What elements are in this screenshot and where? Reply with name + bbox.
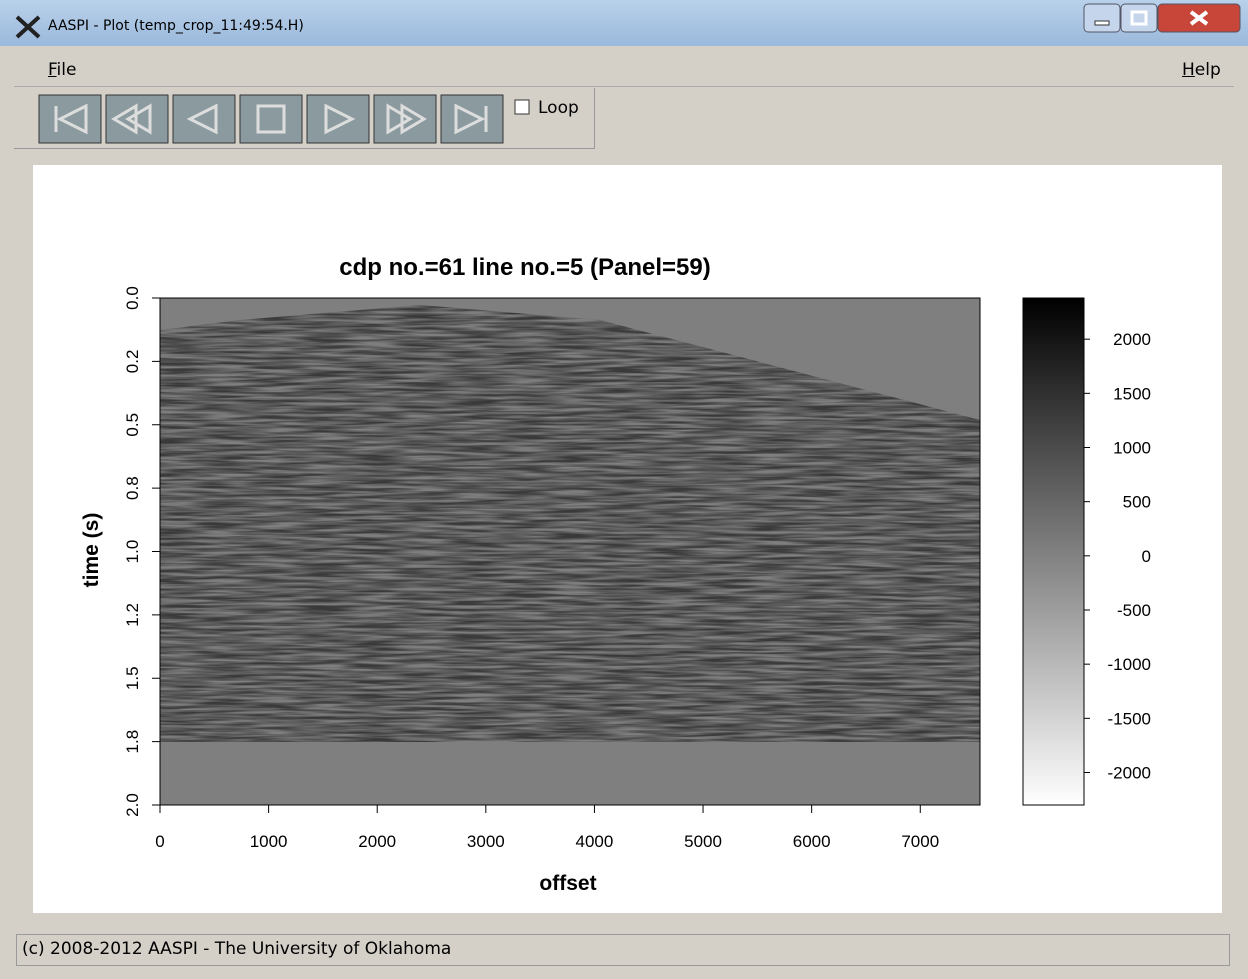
y-tick-label: 0.0 [123,286,142,310]
menu-bar [14,54,1234,87]
y-tick-label: 1.5 [123,666,142,690]
title-bar [0,0,1248,46]
x-axis-label: offset [539,872,596,895]
colorbar-tick-label: 1000 [1113,439,1151,458]
minimize-button[interactable] [1083,3,1121,33]
playback-buttons[interactable] [38,94,508,146]
chart-title: cdp no.=61 line no.=5 (Panel=59) [339,254,710,281]
x-tick-label: 1000 [250,832,288,851]
maximize-button[interactable] [1120,3,1158,33]
y-tick-label: 2.0 [123,793,142,817]
y-axis-label: time (s) [80,513,103,588]
menu-help[interactable]: Help [1182,60,1221,80]
x-tick-label: 7000 [901,832,939,851]
y-tick-label: 1.8 [123,730,142,754]
colorbar [1022,297,1085,806]
colorbar-tick-label: -1500 [1108,709,1151,728]
y-tick-label: 1.0 [123,540,142,564]
y-tick-label: 1.2 [123,603,142,627]
status-bar [16,934,1230,966]
loop-checkbox[interactable] [514,99,532,117]
x-tick-label: 4000 [576,832,614,851]
colorbar-tick-label: 500 [1123,493,1151,512]
x-tick-label: 6000 [793,832,831,851]
colorbar-tick-label: -1000 [1108,655,1151,674]
y-tick-label: 0.2 [123,350,142,374]
x-tick-label: 5000 [684,832,722,851]
status-text: (c) 2008-2012 AASPI - The University of … [22,939,452,959]
colorbar-tick-label: -500 [1117,601,1151,620]
y-tick-label: 0.8 [123,476,142,500]
app-icon [15,15,41,39]
colorbar-tick-label: 2000 [1113,330,1151,349]
colorbar-tick-label: -2000 [1108,764,1151,783]
x-tick-label: 0 [155,832,164,851]
x-tick-label: 3000 [467,832,505,851]
window-controls[interactable] [1083,2,1243,36]
colorbar-tick-label: 0 [1142,547,1151,566]
chart: cdp no.=61 line no.=5 (Panel=59) offset … [80,254,1151,895]
window-title: AASPI - Plot (temp_crop_11:49:54.H) [48,18,304,34]
toolbar [14,88,595,149]
x-tick-label: 2000 [358,832,396,851]
colorbar-tick-label: 1500 [1113,384,1151,403]
menu-file[interactable]: File [48,60,77,80]
y-tick-label: 0.5 [123,413,142,437]
loop-label[interactable]: Loop [538,98,579,118]
